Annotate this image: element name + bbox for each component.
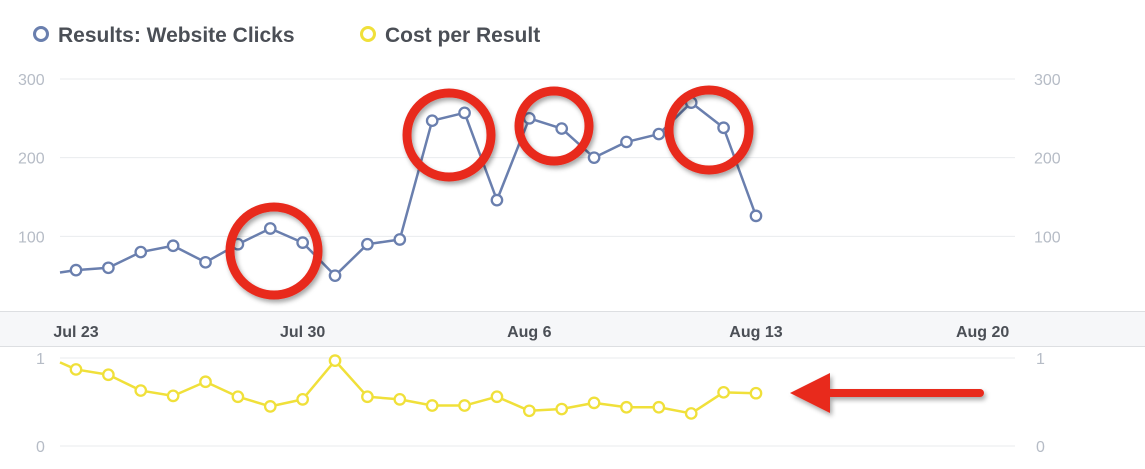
clicks-point[interactable] (652, 127, 666, 141)
cost-point[interactable] (328, 354, 342, 367)
clicks-point[interactable] (717, 121, 730, 135)
y-tick-right-100: 100 (1034, 229, 1061, 246)
legend-item-clicks[interactable]: Results: Website Clicks (33, 24, 295, 47)
clicks-point[interactable] (69, 263, 83, 277)
cost-point[interactable] (134, 384, 148, 397)
cost-point[interactable] (393, 393, 407, 406)
clicks-point[interactable] (620, 135, 633, 149)
cost-point[interactable] (555, 402, 569, 416)
x-tick-label: Jul 30 (280, 324, 325, 341)
cost-point[interactable] (522, 404, 536, 418)
clicks-point[interactable] (425, 114, 439, 128)
legend-label-clicks: Results: Website Clicks (58, 24, 295, 47)
clicks-point[interactable] (361, 237, 374, 251)
x-axis-ticks: Jul 23 Jul 30 Aug 6 Aug 13 Aug 20 (53, 324, 1009, 341)
legend-item-cost[interactable]: Cost per Result (360, 24, 541, 47)
clicks-point[interactable] (555, 122, 569, 135)
cost-point[interactable] (263, 400, 277, 413)
cost-point[interactable] (199, 375, 212, 389)
cost-y-tick-left-1: 1 (36, 351, 45, 368)
clicks-point[interactable] (490, 193, 504, 207)
clicks-point[interactable] (393, 233, 407, 246)
cost-point[interactable] (361, 390, 374, 404)
clicks-point[interactable] (328, 269, 342, 283)
cost-gridlines (60, 357, 1015, 447)
cost-point[interactable] (102, 368, 115, 382)
clicks-point[interactable] (749, 209, 763, 223)
clicks-point[interactable] (522, 111, 536, 125)
legend-label-cost: Cost per Result (385, 24, 540, 47)
y-tick-left-200: 200 (18, 151, 45, 168)
annotation-circle-jul-29 (225, 202, 323, 300)
clicks-point[interactable] (166, 239, 180, 253)
cost-point[interactable] (231, 390, 245, 404)
annotation-circle-aug-11 (664, 85, 754, 175)
cost-y-ticks: 0 0 1 1 (36, 351, 1045, 456)
annotation-arrow-head (790, 373, 830, 413)
x-tick-label: Jul 23 (53, 324, 98, 341)
x-tick-label: Aug 13 (729, 324, 782, 341)
clicks-point[interactable] (263, 222, 277, 235)
x-tick-label: Aug 20 (956, 324, 1009, 341)
cost-point[interactable] (490, 390, 504, 404)
legend: Results: Website Clicks Cost per Result (33, 24, 541, 47)
cost-point[interactable] (458, 399, 471, 412)
clicks-point[interactable] (587, 151, 601, 165)
cost-point[interactable] (652, 400, 666, 414)
cost-y-tick-left-0: 0 (36, 439, 45, 456)
cost-point[interactable] (749, 386, 763, 400)
cost-point[interactable] (425, 399, 439, 412)
clicks-series (59, 96, 763, 283)
clicks-y-ticks: 100 100 200 200 300 300 (18, 72, 1061, 246)
clicks-point[interactable] (458, 106, 471, 120)
y-tick-left-100: 100 (18, 229, 45, 246)
x-tick-label: Aug 6 (507, 324, 552, 341)
legend-marker-clicks (33, 26, 49, 42)
clicks-point[interactable] (296, 236, 310, 249)
cost-line (59, 359, 757, 415)
clicks-point[interactable] (134, 245, 148, 259)
cost-point[interactable] (69, 363, 83, 376)
y-tick-right-200: 200 (1034, 151, 1061, 168)
annotations (225, 85, 984, 413)
cost-y-tick-right-1: 1 (1036, 351, 1045, 368)
y-tick-right-300: 300 (1034, 72, 1061, 89)
cost-series (59, 354, 763, 420)
annotation-circle-aug-6 (514, 86, 594, 166)
clicks-point[interactable] (199, 255, 212, 269)
annotation-circle-aug-3 (402, 88, 496, 182)
cost-point[interactable] (717, 385, 730, 399)
cost-point[interactable] (684, 407, 698, 420)
cost-point[interactable] (296, 393, 310, 406)
x-axis-band (0, 311, 1145, 347)
cost-point[interactable] (620, 400, 633, 414)
clicks-point[interactable] (102, 261, 115, 275)
cost-point[interactable] (166, 389, 180, 403)
cost-y-tick-right-0: 0 (1036, 439, 1045, 456)
y-tick-left-300: 300 (18, 72, 45, 89)
cost-point[interactable] (587, 396, 601, 410)
legend-marker-cost (360, 26, 376, 42)
x-axis-band-bg (0, 311, 1145, 346)
